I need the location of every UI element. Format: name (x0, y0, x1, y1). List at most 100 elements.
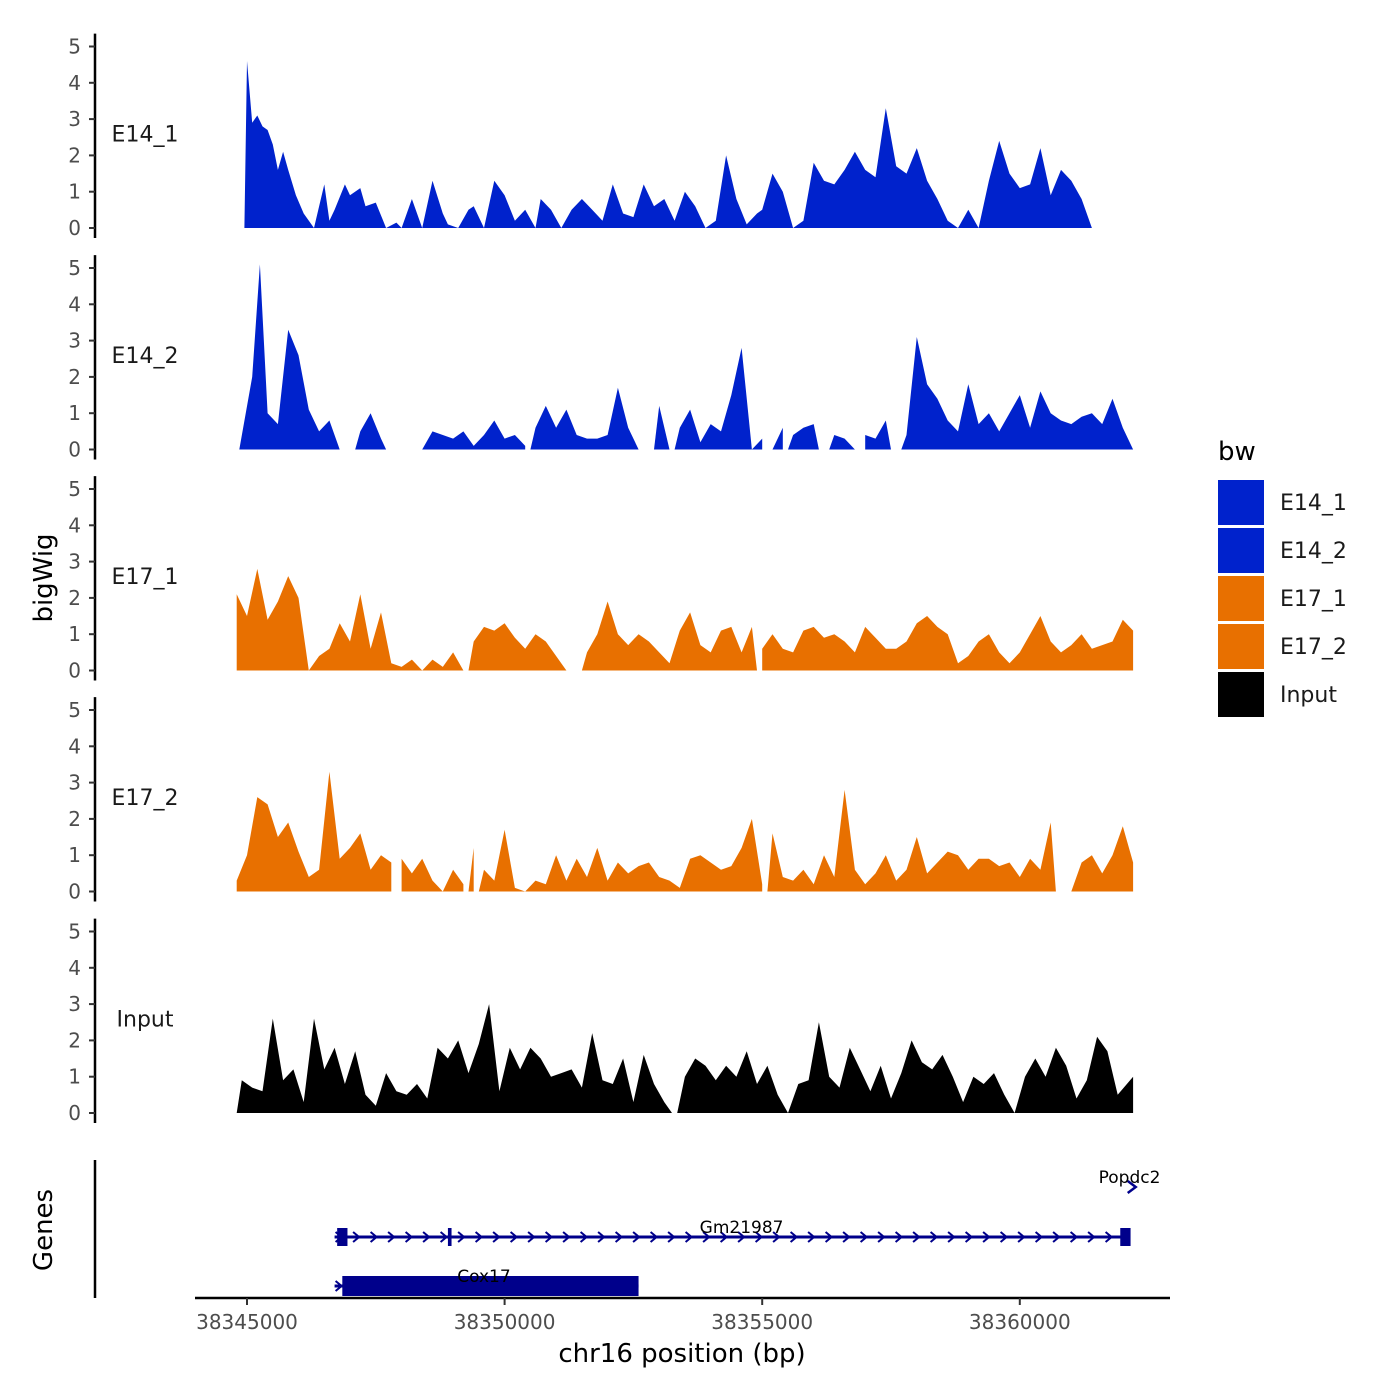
y-tick-label: 0 (68, 1101, 81, 1125)
track-area-segment (581, 601, 757, 671)
track-area-segment (478, 818, 763, 892)
track-e17_2: 0 1 2 3 4 5 E17_2 (68, 697, 1134, 904)
legend-label: E14_1 (1280, 491, 1347, 516)
track-area-segment (767, 789, 1056, 892)
y-tick-label: 5 (68, 698, 81, 722)
strand-chevron (1052, 1231, 1061, 1243)
strand-chevron (369, 1231, 379, 1243)
strand-chevron (457, 1231, 466, 1243)
y-tick-label: 5 (68, 477, 81, 501)
track-area-segment (901, 337, 1134, 450)
y-tick-label: 4 (68, 71, 81, 95)
track-area-segment (239, 264, 345, 450)
strand-chevron (544, 1231, 554, 1243)
y-tick-label: 0 (68, 438, 81, 462)
strand-chevron (1087, 1231, 1096, 1243)
x-tick-label: 38350000 (454, 1310, 556, 1334)
strand-chevron (562, 1231, 571, 1243)
legend-label: E14_2 (1280, 539, 1347, 564)
y-tick-label: 1 (68, 1065, 81, 1089)
track-area-segment (865, 420, 891, 450)
legend-title: bw (1218, 437, 1256, 467)
track-e14_1: 0 1 2 3 4 5 E14_1 (68, 33, 1123, 240)
strand-chevron (929, 1231, 939, 1243)
strand-chevron (877, 1231, 886, 1243)
exon (342, 1276, 639, 1296)
strand-chevron (859, 1231, 869, 1243)
legend-swatch (1218, 528, 1264, 573)
strand-arrow (1126, 1180, 1138, 1194)
legend-label: Input (1280, 683, 1337, 708)
y-tick-label: 5 (68, 256, 81, 280)
track-area-segment (530, 387, 644, 450)
y-tick-label: 4 (68, 513, 81, 537)
strand-chevron (789, 1231, 799, 1243)
y-tick-label: 5 (68, 35, 81, 59)
strand-chevron (387, 1231, 396, 1243)
legend-swatch (1218, 576, 1264, 621)
track-area-segment (236, 568, 464, 671)
y-tick-label: 0 (68, 880, 81, 904)
track-e14_2: 0 1 2 3 4 5 E14_2 (68, 255, 1134, 462)
legend-label: E17_1 (1280, 587, 1347, 612)
y-tick-label: 3 (68, 107, 81, 131)
y-tick-label: 4 (68, 956, 81, 980)
y-tick-label: 1 (68, 401, 81, 425)
strand-chevron (842, 1231, 851, 1243)
legend: bw E14_1 E14_2 E17_1 E17_2 Input (1218, 437, 1347, 717)
track-label: E14_1 (112, 123, 179, 148)
track-area-segment (762, 616, 1134, 671)
strand-chevron (527, 1231, 536, 1243)
exon (337, 1228, 348, 1246)
strand-chevron (1104, 1231, 1114, 1243)
gene-popdc2: Popdc2 (1099, 1168, 1160, 1194)
track-area-segment (772, 427, 783, 450)
track-area-segment (654, 405, 670, 450)
genes-axis-title: Genes (29, 1189, 59, 1271)
strand-chevron (807, 1231, 816, 1243)
y-tick-label: 2 (68, 1028, 81, 1052)
track-label: E17_1 (112, 565, 179, 590)
strand-chevron (999, 1231, 1009, 1243)
y-tick-label: 3 (68, 550, 81, 574)
legend-item-e17_1: E17_1 (1218, 576, 1347, 621)
y-axis-title: bigWig (29, 533, 59, 622)
y-tick-label: 2 (68, 586, 81, 610)
strand-chevron (1034, 1231, 1044, 1243)
legend-item-e14_1: E14_1 (1218, 480, 1347, 525)
track-area-segment (677, 1022, 1134, 1113)
exon (447, 1228, 452, 1246)
y-tick-label: 2 (68, 807, 81, 831)
x-axis-title: chr16 position (bp) (558, 1339, 805, 1369)
y-tick-label: 4 (68, 292, 81, 316)
track-label: E17_2 (112, 786, 179, 811)
strand-chevron (649, 1231, 659, 1243)
strand-chevron (509, 1231, 519, 1243)
strand-chevron (579, 1231, 589, 1243)
y-tick-label: 3 (68, 771, 81, 795)
strand-chevron (1069, 1231, 1079, 1243)
legend-item-input: Input (1218, 672, 1337, 717)
track-area-segment (401, 858, 464, 892)
strand-chevron (667, 1231, 676, 1243)
strand-chevron (439, 1231, 449, 1243)
legend-item-e14_2: E14_2 (1218, 528, 1347, 573)
exon (1120, 1228, 1131, 1246)
track-area-segment (1066, 826, 1134, 892)
strand-chevron (824, 1231, 834, 1243)
strand-chevron (912, 1231, 921, 1243)
x-axis: 38345000 38350000 38355000 38360000 (195, 1296, 1170, 1334)
strand-chevron (597, 1231, 606, 1243)
strand-chevron (982, 1231, 991, 1243)
strand-chevron (352, 1231, 361, 1243)
track-area-segment (829, 435, 861, 450)
track-area-segment (236, 1004, 672, 1113)
strand-chevron (772, 1231, 781, 1243)
genes-panel: Popdc2 Gm21987 Cox17 (93, 1160, 1160, 1298)
track-area-segment (236, 771, 392, 892)
strand-chevron (474, 1231, 484, 1243)
track-area-segment (674, 347, 763, 450)
track-panels: 0 1 2 3 4 5 E14_1 0 1 2 3 4 5 E14_2 0 1 2 3 4 5 E17_1 0 1 2 3 4 5 E… (68, 33, 1134, 1125)
y-tick-label: 4 (68, 734, 81, 758)
